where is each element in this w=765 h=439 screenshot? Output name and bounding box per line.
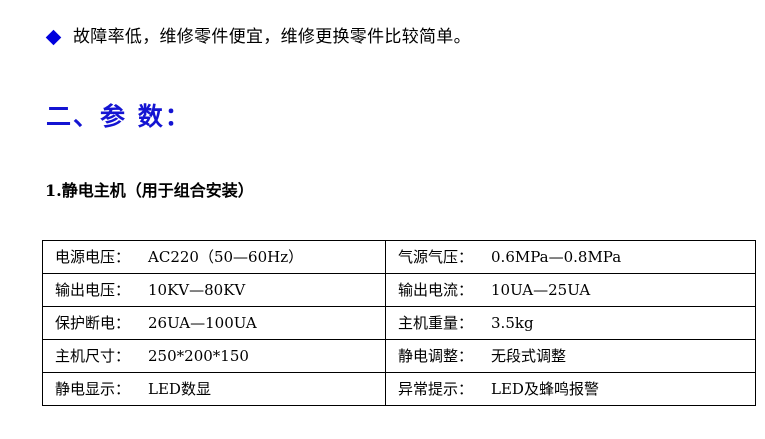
spec-value: 3.5kg xyxy=(491,314,534,332)
specification-table: 电源电压： AC220（50—60Hz） 气源气压： 0.6MPa—0.8MPa… xyxy=(42,240,756,406)
spec-value: LED数显 xyxy=(148,380,211,398)
table-cell-right: 异常提示： LED及蜂鸣报警 xyxy=(385,372,756,406)
table-cell-right: 输出电流： 10UA—25UA xyxy=(385,273,756,307)
table-cell-left: 保护断电： 26UA—100UA xyxy=(42,306,386,340)
spec-value: 10UA—25UA xyxy=(491,281,591,299)
table-row: 主机尺寸： 250*200*150 静电调整： 无段式调整 xyxy=(42,339,756,373)
diamond-bullet-icon xyxy=(45,29,62,45)
table-row: 电源电压： AC220（50—60Hz） 气源气压： 0.6MPa—0.8MPa xyxy=(42,240,756,274)
spec-value: LED及蜂鸣报警 xyxy=(491,380,599,398)
table-cell-left: 静电显示： LED数显 xyxy=(42,372,386,406)
table-cell-right: 气源气压： 0.6MPa—0.8MPa xyxy=(385,240,756,274)
spec-value: 26UA—100UA xyxy=(148,314,257,332)
feature-bullet-line: 故障率低，维修零件便宜，维修更换零件比较简单。 xyxy=(45,26,471,48)
spec-pair: 保护断电： 26UA—100UA xyxy=(55,308,385,338)
table-row: 保护断电： 26UA—100UA 主机重量： 3.5kg xyxy=(42,306,756,340)
spec-label: 电源电压： xyxy=(55,248,131,266)
spec-label: 异常提示： xyxy=(398,380,474,398)
spec-pair: 静电调整： 无段式调整 xyxy=(398,341,755,371)
spec-pair: 输出电压： 10KV—80KV xyxy=(55,275,385,305)
spec-value: 无段式调整 xyxy=(491,347,567,365)
spec-pair: 异常提示： LED及蜂鸣报警 xyxy=(398,374,755,404)
spec-label: 静电显示： xyxy=(55,380,131,398)
spec-label: 主机尺寸： xyxy=(55,347,131,365)
spec-value: 250*200*150 xyxy=(148,347,249,365)
spec-value: AC220（50—60Hz） xyxy=(148,248,304,266)
table-cell-left: 输出电压： 10KV—80KV xyxy=(42,273,386,307)
spec-label: 主机重量： xyxy=(398,314,474,332)
table-cell-right: 静电调整： 无段式调整 xyxy=(385,339,756,373)
spec-pair: 气源气压： 0.6MPa—0.8MPa xyxy=(398,242,755,272)
sub-heading: 1.静电主机（用于组合安装） xyxy=(45,181,254,200)
spec-value: 10KV—80KV xyxy=(148,281,246,299)
spec-pair: 输出电流： 10UA—25UA xyxy=(398,275,755,305)
spec-label: 输出电压： xyxy=(55,281,131,299)
table-row: 静电显示： LED数显 异常提示： LED及蜂鸣报警 xyxy=(42,372,756,406)
section-heading: 二、参 数： xyxy=(46,102,192,131)
table-cell-right: 主机重量： 3.5kg xyxy=(385,306,756,340)
table-cell-left: 主机尺寸： 250*200*150 xyxy=(42,339,386,373)
spec-value: 0.6MPa—0.8MPa xyxy=(491,248,622,266)
table-row: 输出电压： 10KV—80KV 输出电流： 10UA—25UA xyxy=(42,273,756,307)
spec-label: 气源气压： xyxy=(398,248,474,266)
spec-pair: 主机尺寸： 250*200*150 xyxy=(55,341,385,371)
spec-label: 保护断电： xyxy=(55,314,131,332)
spec-label: 输出电流： xyxy=(398,281,474,299)
spec-pair: 电源电压： AC220（50—60Hz） xyxy=(55,242,385,272)
table-cell-left: 电源电压： AC220（50—60Hz） xyxy=(42,240,386,274)
spec-pair: 静电显示： LED数显 xyxy=(55,374,385,404)
spec-label: 静电调整： xyxy=(398,347,474,365)
spec-pair: 主机重量： 3.5kg xyxy=(398,308,755,338)
feature-bullet-text: 故障率低，维修零件便宜，维修更换零件比较简单。 xyxy=(73,27,471,47)
specification-table-body: 电源电压： AC220（50—60Hz） 气源气压： 0.6MPa—0.8MPa… xyxy=(42,240,756,406)
